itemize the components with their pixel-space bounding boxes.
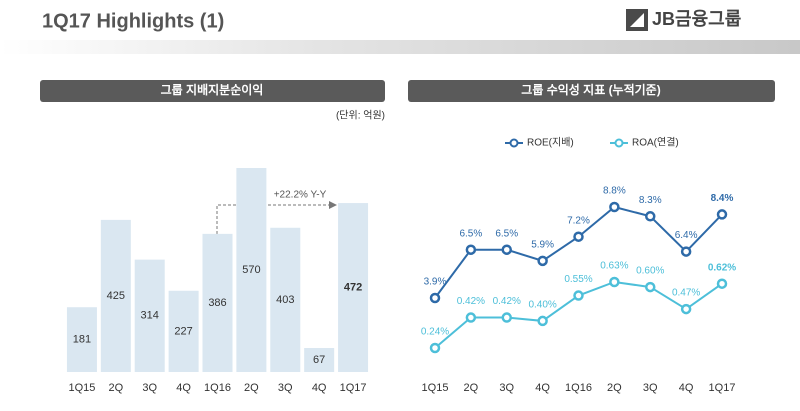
point — [716, 278, 728, 289]
value-label: 403 — [276, 294, 294, 306]
point — [609, 201, 620, 213]
legend-marker — [614, 138, 624, 148]
legend-label: ROA(연결) — [632, 137, 679, 149]
bar — [236, 168, 267, 372]
x-tick-label: 1Q17 — [340, 382, 367, 394]
slide-title: 1Q17 Highlights (1) — [42, 10, 224, 32]
point — [573, 290, 584, 301]
value-label: 472 — [344, 281, 362, 293]
bar — [100, 219, 131, 372]
header-band — [0, 40, 800, 54]
value-label: 6.4% — [675, 230, 698, 241]
x-tick-label: 1Q16 — [204, 382, 231, 394]
chart-title: 그룹 지배지분순이익 — [161, 82, 264, 97]
value-label: 6.5% — [459, 228, 482, 239]
point — [537, 315, 548, 327]
section-header — [408, 80, 775, 102]
value-label: 67 — [313, 354, 325, 366]
value-label: 7.2% — [567, 215, 590, 226]
x-tick-label: 1Q17 — [709, 382, 736, 394]
bar — [168, 290, 199, 372]
point — [645, 281, 656, 293]
unit-note: (단위: 억원) — [336, 109, 385, 122]
value-label: 8.3% — [639, 195, 662, 206]
value-label: 0.63% — [600, 261, 628, 272]
point — [465, 312, 477, 323]
logo-mark — [630, 13, 644, 27]
x-tick-label: 2Q — [244, 382, 259, 394]
value-label: 8.8% — [603, 186, 626, 197]
value-label: 0.42% — [493, 296, 521, 307]
value-label: 227 — [174, 325, 192, 337]
value-label: 314 — [141, 310, 159, 322]
point — [429, 292, 441, 304]
value-label: 8.4% — [711, 193, 734, 204]
x-tick-label: 3Q — [142, 382, 157, 394]
point — [716, 209, 728, 220]
x-tick-label: 4Q — [176, 382, 191, 394]
value-label: 0.55% — [564, 274, 592, 285]
legend-label: ROE(지배) — [527, 137, 574, 149]
point — [573, 231, 584, 242]
point — [501, 244, 512, 255]
point — [465, 244, 477, 255]
x-tick-label: 1Q15 — [422, 382, 449, 394]
bar — [270, 227, 301, 372]
value-label: 386 — [208, 297, 226, 309]
x-tick-label: 1Q15 — [68, 382, 95, 394]
bar — [338, 203, 369, 372]
point — [537, 255, 548, 267]
value-label: 3.9% — [424, 277, 447, 288]
x-tick-label: 2Q — [108, 382, 123, 394]
point — [680, 246, 692, 257]
charts: 181 1Q15 425 2Q 314 3Q 227 4Q 386 1Q16 570 2Q 403 3Q 6… — [66, 137, 736, 394]
annotation: +22.2% Y-Y — [274, 190, 327, 201]
point — [501, 312, 512, 323]
legend-marker — [509, 138, 519, 148]
x-tick-label: 4Q — [679, 382, 694, 394]
bar — [202, 233, 233, 372]
bar — [134, 259, 165, 372]
bar — [66, 307, 97, 372]
value-label: 181 — [73, 334, 91, 346]
value-label: 5.9% — [531, 239, 554, 250]
point — [645, 211, 656, 222]
x-tick-label: 2Q — [464, 382, 479, 394]
point — [609, 276, 620, 288]
x-tick-label: 4Q — [535, 382, 550, 394]
chart-title: 그룹 수익성 지표 (누적기준) — [521, 82, 660, 97]
value-label: 570 — [242, 264, 260, 276]
x-tick-label: 2Q — [607, 382, 622, 394]
value-label: 0.42% — [457, 296, 485, 307]
x-tick-label: 1Q16 — [565, 382, 592, 394]
value-label: 0.60% — [636, 266, 664, 277]
value-label: 0.47% — [672, 288, 700, 299]
x-tick-label: 4Q — [312, 382, 327, 394]
value-label: 0.62% — [708, 262, 736, 273]
value-label: 425 — [107, 290, 125, 302]
point — [429, 342, 441, 354]
value-label: 0.40% — [528, 300, 556, 311]
bar — [304, 348, 335, 372]
x-tick-label: 3Q — [499, 382, 514, 394]
x-tick-label: 3Q — [278, 382, 293, 394]
value-label: 6.5% — [495, 228, 518, 239]
x-tick-label: 3Q — [643, 382, 658, 394]
section-header — [40, 80, 385, 102]
value-label: 0.24% — [421, 327, 449, 338]
logo-text: JB금융그룹 — [652, 9, 741, 29]
point — [680, 303, 692, 315]
